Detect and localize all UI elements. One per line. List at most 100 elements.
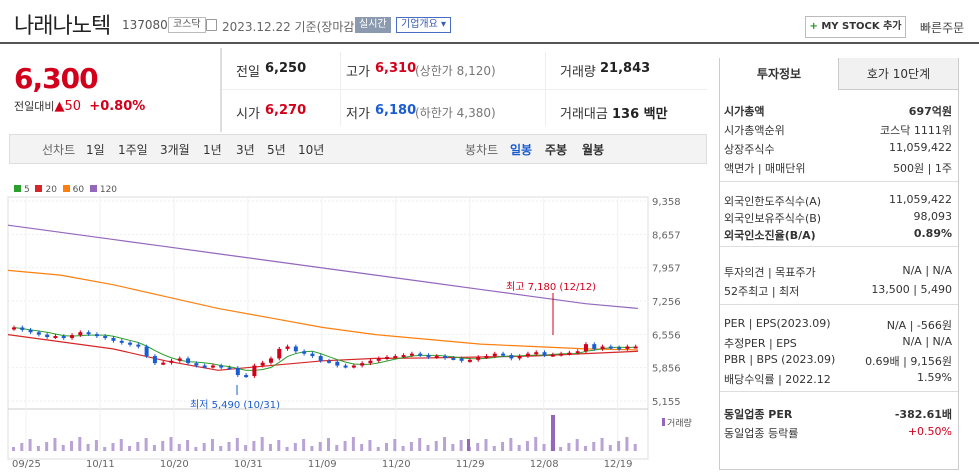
volume-bar <box>128 446 132 451</box>
candle-body <box>144 346 149 357</box>
info-label: 추정PER | EPS <box>724 337 797 350</box>
candle-body <box>484 356 489 359</box>
add-mystock-button[interactable]: + MY STOCK 추가 <box>805 16 906 38</box>
candle-body <box>600 346 605 349</box>
info-label: 52주최고 | 최저 <box>724 285 800 298</box>
candle-body <box>525 353 530 357</box>
info-row: 외국인보유주식수(B) 98,093 <box>724 210 954 226</box>
info-label: 배당수익률 | 2022.12 <box>724 373 831 386</box>
volume-bar <box>169 437 173 451</box>
info-label: 동일업종 등락률 <box>724 427 799 440</box>
candle-body <box>385 356 390 359</box>
candle-body <box>161 362 166 365</box>
up-triangle-icon: ▲ <box>54 99 65 114</box>
candle-body <box>78 332 83 336</box>
info-value: N/A | N/A <box>902 335 952 348</box>
candle-weekly[interactable]: 주봉 <box>545 143 568 157</box>
info-value: 697억원 <box>908 105 952 118</box>
candle-body <box>202 365 207 368</box>
info-label: 동일업종 PER <box>724 408 793 421</box>
volume-bar <box>268 444 272 451</box>
volume-bar <box>161 441 165 451</box>
candle-body <box>534 352 539 355</box>
candle-body <box>608 346 613 349</box>
info-value: 0.69배 | 9,156원 <box>865 355 952 368</box>
y-tick-label: 9,358 <box>652 197 681 208</box>
candle-body <box>592 344 597 349</box>
tab-investment-info[interactable]: 투자정보 <box>720 58 839 90</box>
volume-bar <box>360 444 364 451</box>
candle-body <box>219 365 224 368</box>
volume-bar <box>575 439 579 451</box>
period-10y[interactable]: 10년 <box>298 143 325 157</box>
info-row: 액면가 | 매매단위 500원 | 1주 <box>724 160 954 176</box>
candle-body <box>244 375 249 378</box>
candle-body <box>393 356 398 359</box>
realtime-button[interactable]: 실시간 <box>355 17 391 33</box>
x-tick-label: 11/09 <box>308 459 337 470</box>
prev-close-label: 전일 <box>236 65 260 80</box>
upper-limit: (상한가 8,120) <box>415 64 496 78</box>
period-1y[interactable]: 1년 <box>203 143 222 157</box>
info-value: N/A | -566원 <box>886 319 952 332</box>
candle-body <box>492 353 497 357</box>
volume-bar <box>227 442 231 451</box>
info-value: 0.89% <box>913 227 952 240</box>
volume-bar <box>310 446 314 451</box>
low-annotation: 최저 5,490 (10/31) <box>190 400 281 411</box>
volume-value: 21,843 <box>600 61 651 76</box>
volume-bar <box>501 442 505 451</box>
chevron-down-icon: ▾ <box>441 19 447 30</box>
candle-body <box>235 367 240 376</box>
quick-order-link[interactable]: 빠른주문 <box>920 21 965 35</box>
period-5y[interactable]: 5년 <box>267 143 286 157</box>
volume-bar <box>625 437 629 451</box>
volume-bar <box>376 447 380 451</box>
candle-body <box>459 358 464 361</box>
legend: 5 20 60 120 <box>14 185 117 195</box>
volume-bar <box>285 447 289 451</box>
candle-body <box>310 353 315 357</box>
candle-body <box>418 353 423 356</box>
candle-body <box>542 352 547 356</box>
period-3y[interactable]: 3년 <box>236 143 255 157</box>
candle-monthly[interactable]: 월봉 <box>582 143 605 157</box>
period-1d[interactable]: 1일 <box>86 143 105 157</box>
volume-bar <box>426 445 430 451</box>
volume-bar <box>219 446 223 451</box>
volume-spike <box>551 415 555 451</box>
info-row: 배당수익률 | 2022.12 1.59% <box>724 371 954 387</box>
period-1w[interactable]: 1주일 <box>118 143 148 157</box>
info-value: 500원 | 1주 <box>893 162 952 175</box>
tab-quote-10[interactable]: 호가 10단계 <box>839 58 958 90</box>
y-tick-label: 5,155 <box>652 397 681 408</box>
candle-body <box>45 334 50 337</box>
info-row: PER | EPS(2023.09) N/A | -566원 <box>724 317 954 332</box>
period-bar <box>9 134 707 164</box>
chart-frame <box>7 196 649 460</box>
info-row: 투자의견 | 목표주가 N/A | N/A <box>724 264 954 280</box>
company-overview-dropdown[interactable]: 기업개요 ▾ <box>396 17 452 33</box>
info-row: 시가총액순위 코스닥 1111위 <box>724 122 954 138</box>
candle-daily[interactable]: 일봉 <box>510 143 533 157</box>
volume-bar <box>327 438 330 451</box>
volume-legend: 거래량 <box>662 416 692 429</box>
volume-bar <box>617 441 621 451</box>
period-3m[interactable]: 3개월 <box>160 143 190 157</box>
candle-body <box>476 356 481 360</box>
divider <box>221 48 222 132</box>
info-label: 외국인소진율(B/A) <box>724 229 816 242</box>
volume-bar <box>443 437 447 451</box>
candle-body <box>368 360 373 364</box>
volume-bar <box>318 442 322 451</box>
candle-body <box>575 351 580 354</box>
candle-body <box>277 348 282 359</box>
volume-bar <box>86 444 90 451</box>
info-value: +0.50% <box>907 425 952 438</box>
price-chart[interactable]: 9,358 8,657 7,957 7,256 6,556 5,856 5,155 09/25… <box>0 195 710 473</box>
amount-label: 거래대금 <box>560 107 608 122</box>
price-box <box>0 48 221 132</box>
candle-body <box>20 327 25 330</box>
volume-bar <box>20 443 24 451</box>
y-tick-label: 6,556 <box>652 330 681 341</box>
